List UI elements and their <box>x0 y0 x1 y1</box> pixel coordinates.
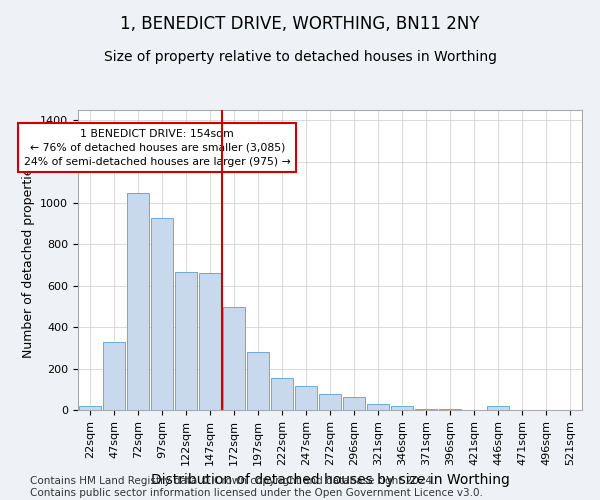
X-axis label: Distribution of detached houses by size in Worthing: Distribution of detached houses by size … <box>151 473 509 487</box>
Bar <box>415 409 437 410</box>
Bar <box>343 396 365 410</box>
Bar <box>391 406 413 410</box>
Bar <box>319 394 341 410</box>
Text: 1, BENEDICT DRIVE, WORTHING, BN11 2NY: 1, BENEDICT DRIVE, WORTHING, BN11 2NY <box>120 15 480 33</box>
Bar <box>295 386 317 410</box>
Bar <box>367 404 389 410</box>
Bar <box>79 406 101 410</box>
Bar <box>151 218 173 410</box>
Text: Contains HM Land Registry data © Crown copyright and database right 2024.
Contai: Contains HM Land Registry data © Crown c… <box>30 476 483 498</box>
Bar <box>223 306 245 410</box>
Bar <box>127 193 149 410</box>
Bar <box>175 272 197 410</box>
Bar <box>487 406 509 410</box>
Bar <box>103 342 125 410</box>
Y-axis label: Number of detached properties: Number of detached properties <box>22 162 35 358</box>
Bar <box>199 274 221 410</box>
Bar <box>247 352 269 410</box>
Text: 1 BENEDICT DRIVE: 154sqm
← 76% of detached houses are smaller (3,085)
24% of sem: 1 BENEDICT DRIVE: 154sqm ← 76% of detach… <box>24 128 290 166</box>
Bar <box>271 378 293 410</box>
Text: Size of property relative to detached houses in Worthing: Size of property relative to detached ho… <box>104 50 497 64</box>
